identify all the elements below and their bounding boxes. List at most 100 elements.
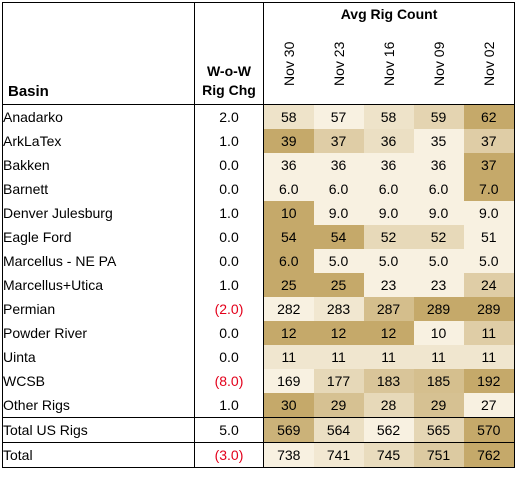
rig-count-cell: 185 — [413, 369, 464, 393]
rig-count-cell: 9.0 — [463, 201, 516, 225]
rig-count-cell: 62 — [463, 104, 516, 129]
rig-count-cell: 36 — [413, 153, 464, 177]
rig-count-cell: 36 — [363, 129, 414, 153]
week-label: Nov 30 — [264, 38, 314, 102]
basin-name: Marcellus - NE PA — [2, 249, 195, 273]
table-row: Powder River 0.0 12 12 12 10 11 — [2, 321, 516, 345]
wow-change-value: 0.0 — [194, 321, 264, 345]
table-row: Denver Julesburg 1.0 10 9.0 9.0 9.0 9.0 — [2, 201, 516, 225]
basin-name: Bakken — [2, 153, 195, 177]
rig-count-cell: 12 — [313, 321, 364, 345]
table-row: Total US Rigs 5.0 569 564 562 565 570 — [2, 417, 516, 443]
header-row: Basin W-o-W Rig Chg Avg Rig Count Nov 30… — [2, 2, 516, 105]
wow-change-value: (2.0) — [194, 297, 264, 321]
rig-count-cell: 9.0 — [313, 201, 364, 225]
wow-change-value: 0.0 — [194, 177, 264, 201]
rig-count-cell: 762 — [463, 442, 516, 468]
rig-count-cell: 745 — [363, 442, 414, 468]
rig-count-cell: 51 — [463, 225, 516, 249]
rig-count-cell: 11 — [363, 345, 414, 369]
rig-count-cell: 10 — [413, 321, 464, 345]
table-row: Uinta 0.0 11 11 11 11 11 — [2, 345, 516, 369]
table-row: Marcellus - NE PA 0.0 6.0 5.0 5.0 5.0 5.0 — [2, 249, 516, 273]
rig-count-cell: 565 — [413, 417, 464, 443]
table-row: Eagle Ford 0.0 54 54 52 52 51 — [2, 225, 516, 249]
wow-change-value: 0.0 — [194, 153, 264, 177]
rig-count-cell: 9.0 — [413, 201, 464, 225]
rig-count-cell: 5.0 — [413, 249, 464, 273]
table-row: ArkLaTex 1.0 39 37 36 35 37 — [2, 129, 516, 153]
basin-name: WCSB — [2, 369, 195, 393]
wow-header-line2: Rig Chg — [202, 82, 256, 98]
wow-header-line1: W-o-W — [206, 63, 252, 79]
week-label-text: Nov 30 — [281, 41, 297, 86]
basin-name: Total US Rigs — [2, 417, 195, 443]
rig-count-cell: 11 — [463, 321, 516, 345]
basin-name: Barnett — [2, 177, 195, 201]
rig-count-cell: 12 — [363, 321, 414, 345]
rig-count-cell: 9.0 — [363, 201, 414, 225]
rig-count-cell: 751 — [413, 442, 464, 468]
week-labels: Nov 30 Nov 23 Nov 16 Nov 09 Nov 02 — [264, 38, 514, 102]
basin-name: Powder River — [2, 321, 195, 345]
basin-name: Other Rigs — [2, 393, 195, 418]
basin-name: ArkLaTex — [2, 129, 195, 153]
rig-count-cell: 30 — [263, 393, 314, 418]
week-label: Nov 09 — [414, 38, 464, 102]
rig-count-cell: 570 — [463, 417, 516, 443]
rig-count-cell: 54 — [313, 225, 364, 249]
rig-count-cell: 36 — [263, 153, 314, 177]
table-row: WCSB (8.0) 169 177 183 185 192 — [2, 369, 516, 393]
rig-count-cell: 569 — [263, 417, 314, 443]
wow-change-value: (8.0) — [194, 369, 264, 393]
rig-count-cell: 28 — [363, 393, 414, 418]
rig-count-table: Basin W-o-W Rig Chg Avg Rig Count Nov 30… — [2, 2, 516, 468]
week-label: Nov 02 — [464, 38, 514, 102]
rig-count-cell: 57 — [313, 104, 364, 129]
rig-count-cell: 36 — [313, 153, 364, 177]
wow-change-value: 1.0 — [194, 273, 264, 297]
rig-count-cell: 37 — [463, 129, 516, 153]
rig-count-cell: 36 — [363, 153, 414, 177]
rig-count-cell: 183 — [363, 369, 414, 393]
rig-count-cell: 59 — [413, 104, 464, 129]
rig-count-cell: 29 — [313, 393, 364, 418]
rig-count-cell: 25 — [313, 273, 364, 297]
rig-count-cell: 23 — [363, 273, 414, 297]
basin-column-header: Basin — [2, 2, 195, 105]
rig-count-cell: 24 — [463, 273, 516, 297]
rig-count-cell: 177 — [313, 369, 364, 393]
basin-name: Anadarko — [2, 104, 195, 129]
table-row: Barnett 0.0 6.0 6.0 6.0 6.0 7.0 — [2, 177, 516, 201]
rig-count-cell: 11 — [463, 345, 516, 369]
basin-name: Denver Julesburg — [2, 201, 195, 225]
wow-change-value: 5.0 — [194, 417, 264, 443]
rig-count-cell: 6.0 — [363, 177, 414, 201]
rig-count-cell: 738 — [263, 442, 314, 468]
rig-count-cell: 6.0 — [413, 177, 464, 201]
rig-count-cell: 562 — [363, 417, 414, 443]
rig-count-cell: 10 — [263, 201, 314, 225]
week-label: Nov 16 — [364, 38, 414, 102]
wow-change-value: 1.0 — [194, 201, 264, 225]
rig-count-cell: 39 — [263, 129, 314, 153]
rig-count-cell: 23 — [413, 273, 464, 297]
table-body: Anadarko 2.0 58 57 58 59 62 ArkLaTex 1.0 39 37 36 35… — [2, 104, 516, 468]
table-row: Total (3.0) 738 741 745 751 762 — [2, 442, 516, 468]
rig-count-cell: 52 — [363, 225, 414, 249]
rig-count-cell: 289 — [413, 297, 464, 321]
rig-count-cell: 11 — [413, 345, 464, 369]
rig-count-cell: 35 — [413, 129, 464, 153]
rig-count-cell: 282 — [263, 297, 314, 321]
rig-count-cell: 58 — [263, 104, 314, 129]
rig-count-cell: 12 — [263, 321, 314, 345]
rig-count-cell: 5.0 — [363, 249, 414, 273]
rig-count-cell: 564 — [313, 417, 364, 443]
rig-count-cell: 741 — [313, 442, 364, 468]
rig-count-cell: 7.0 — [463, 177, 516, 201]
week-label-text: Nov 23 — [331, 41, 348, 86]
wow-change-value: 0.0 — [194, 225, 264, 249]
basin-name: Marcellus+Utica — [2, 273, 195, 297]
basin-name: Uinta — [2, 345, 195, 369]
